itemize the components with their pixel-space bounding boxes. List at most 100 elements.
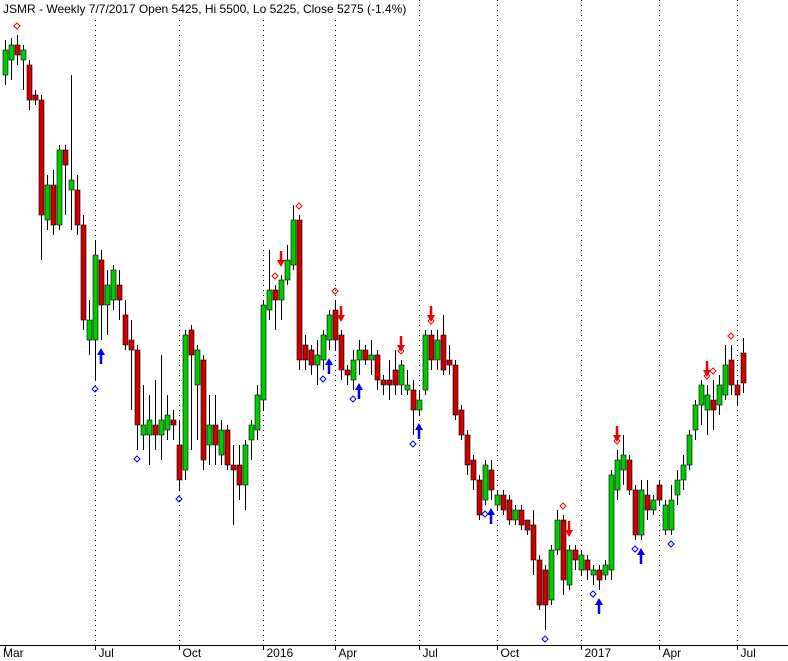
candle-body (146, 419, 153, 436)
candle-body (452, 364, 459, 416)
candle-body (62, 149, 69, 166)
sell-arrow (337, 306, 345, 322)
candle-body (80, 224, 87, 321)
candle-body (662, 504, 669, 531)
candle-body (248, 424, 255, 441)
candle-body (716, 384, 723, 406)
arrow-head (487, 508, 495, 515)
candle-body (44, 184, 51, 221)
buy-diamond (133, 455, 141, 463)
candle-body (338, 334, 345, 371)
candle-body (344, 369, 351, 376)
candle-body (26, 64, 33, 101)
candle-body (284, 259, 291, 281)
candle-body (416, 399, 423, 411)
sell-diamond (427, 317, 435, 325)
candle-body (590, 569, 597, 576)
candle-body (560, 519, 567, 581)
candle-body (380, 379, 387, 386)
candle-body (734, 384, 741, 396)
buy-arrow (595, 598, 603, 614)
candle-body (584, 559, 591, 571)
buy-diamond (175, 495, 183, 503)
candle-body (566, 549, 573, 586)
candle-body (104, 284, 111, 306)
buy-arrow (97, 348, 105, 364)
x-tick-label: Jul (423, 646, 438, 660)
arrow-head (415, 423, 423, 430)
candle-body (50, 184, 57, 226)
candle-body (602, 564, 609, 576)
candle-body (422, 334, 429, 391)
candle-body (656, 484, 663, 501)
candle-body (8, 44, 15, 61)
sell-diamond (709, 367, 717, 375)
candle-body (86, 319, 93, 341)
buy-diamond (541, 635, 549, 643)
candle-body (512, 509, 519, 521)
candle-body (722, 364, 729, 396)
candle-body (320, 334, 327, 361)
candle-body (266, 289, 273, 311)
candle-body (14, 44, 21, 56)
candle-body (116, 284, 123, 301)
candle-body (698, 384, 705, 406)
candle-body (650, 499, 657, 511)
buy-diamond (91, 385, 99, 393)
candle-body (692, 404, 699, 431)
candle-body (122, 314, 129, 346)
candle-body (704, 394, 711, 411)
candle-body (632, 489, 639, 536)
candle-body (134, 349, 141, 426)
arrow-head (355, 383, 363, 390)
candle-body (230, 464, 237, 471)
sell-diamond (703, 372, 711, 380)
candle-body (530, 524, 537, 561)
candle-body (446, 359, 453, 366)
candle-body (98, 259, 105, 306)
title-bg (0, 0, 418, 18)
candle-body (572, 549, 579, 561)
candle-body (470, 459, 477, 481)
candle-body (326, 314, 333, 341)
candle-body (92, 254, 99, 341)
buy-arrow (325, 358, 333, 374)
candle-body (680, 464, 687, 481)
sell-diamond (13, 22, 21, 30)
candle-body (206, 424, 213, 446)
buy-arrow (487, 508, 495, 524)
x-tick-label: Jul (741, 646, 756, 660)
candle-body (596, 569, 603, 581)
buy-arrow (637, 548, 645, 564)
x-tick-label: Jul (99, 646, 114, 660)
sell-diamond (727, 332, 735, 340)
sell-diamond (271, 272, 279, 280)
candle-body (356, 349, 363, 361)
candle-body (386, 379, 393, 386)
candle-body (224, 429, 231, 466)
sell-arrow (277, 251, 285, 267)
candle-body (32, 94, 39, 101)
sell-diamond (397, 347, 405, 355)
buy-diamond (481, 510, 489, 518)
buy-diamond (589, 590, 597, 598)
candle-body (20, 49, 27, 61)
candle-body (410, 389, 417, 411)
candle-body (56, 149, 63, 226)
buy-diamond (631, 545, 639, 553)
candle-body (290, 219, 297, 266)
candle-body (458, 409, 465, 436)
candle-body (392, 369, 399, 386)
sell-diamond (295, 202, 303, 210)
candle-body (500, 494, 507, 511)
x-tick-label: Oct (183, 646, 202, 660)
candle-body (368, 354, 375, 361)
sell-arrow (565, 521, 573, 537)
candle-body (614, 459, 621, 491)
x-tick-label: Oct (501, 646, 520, 660)
candle-body (578, 554, 585, 571)
candle-body (536, 559, 543, 606)
candle-body (404, 384, 411, 391)
candle-body (518, 509, 525, 526)
